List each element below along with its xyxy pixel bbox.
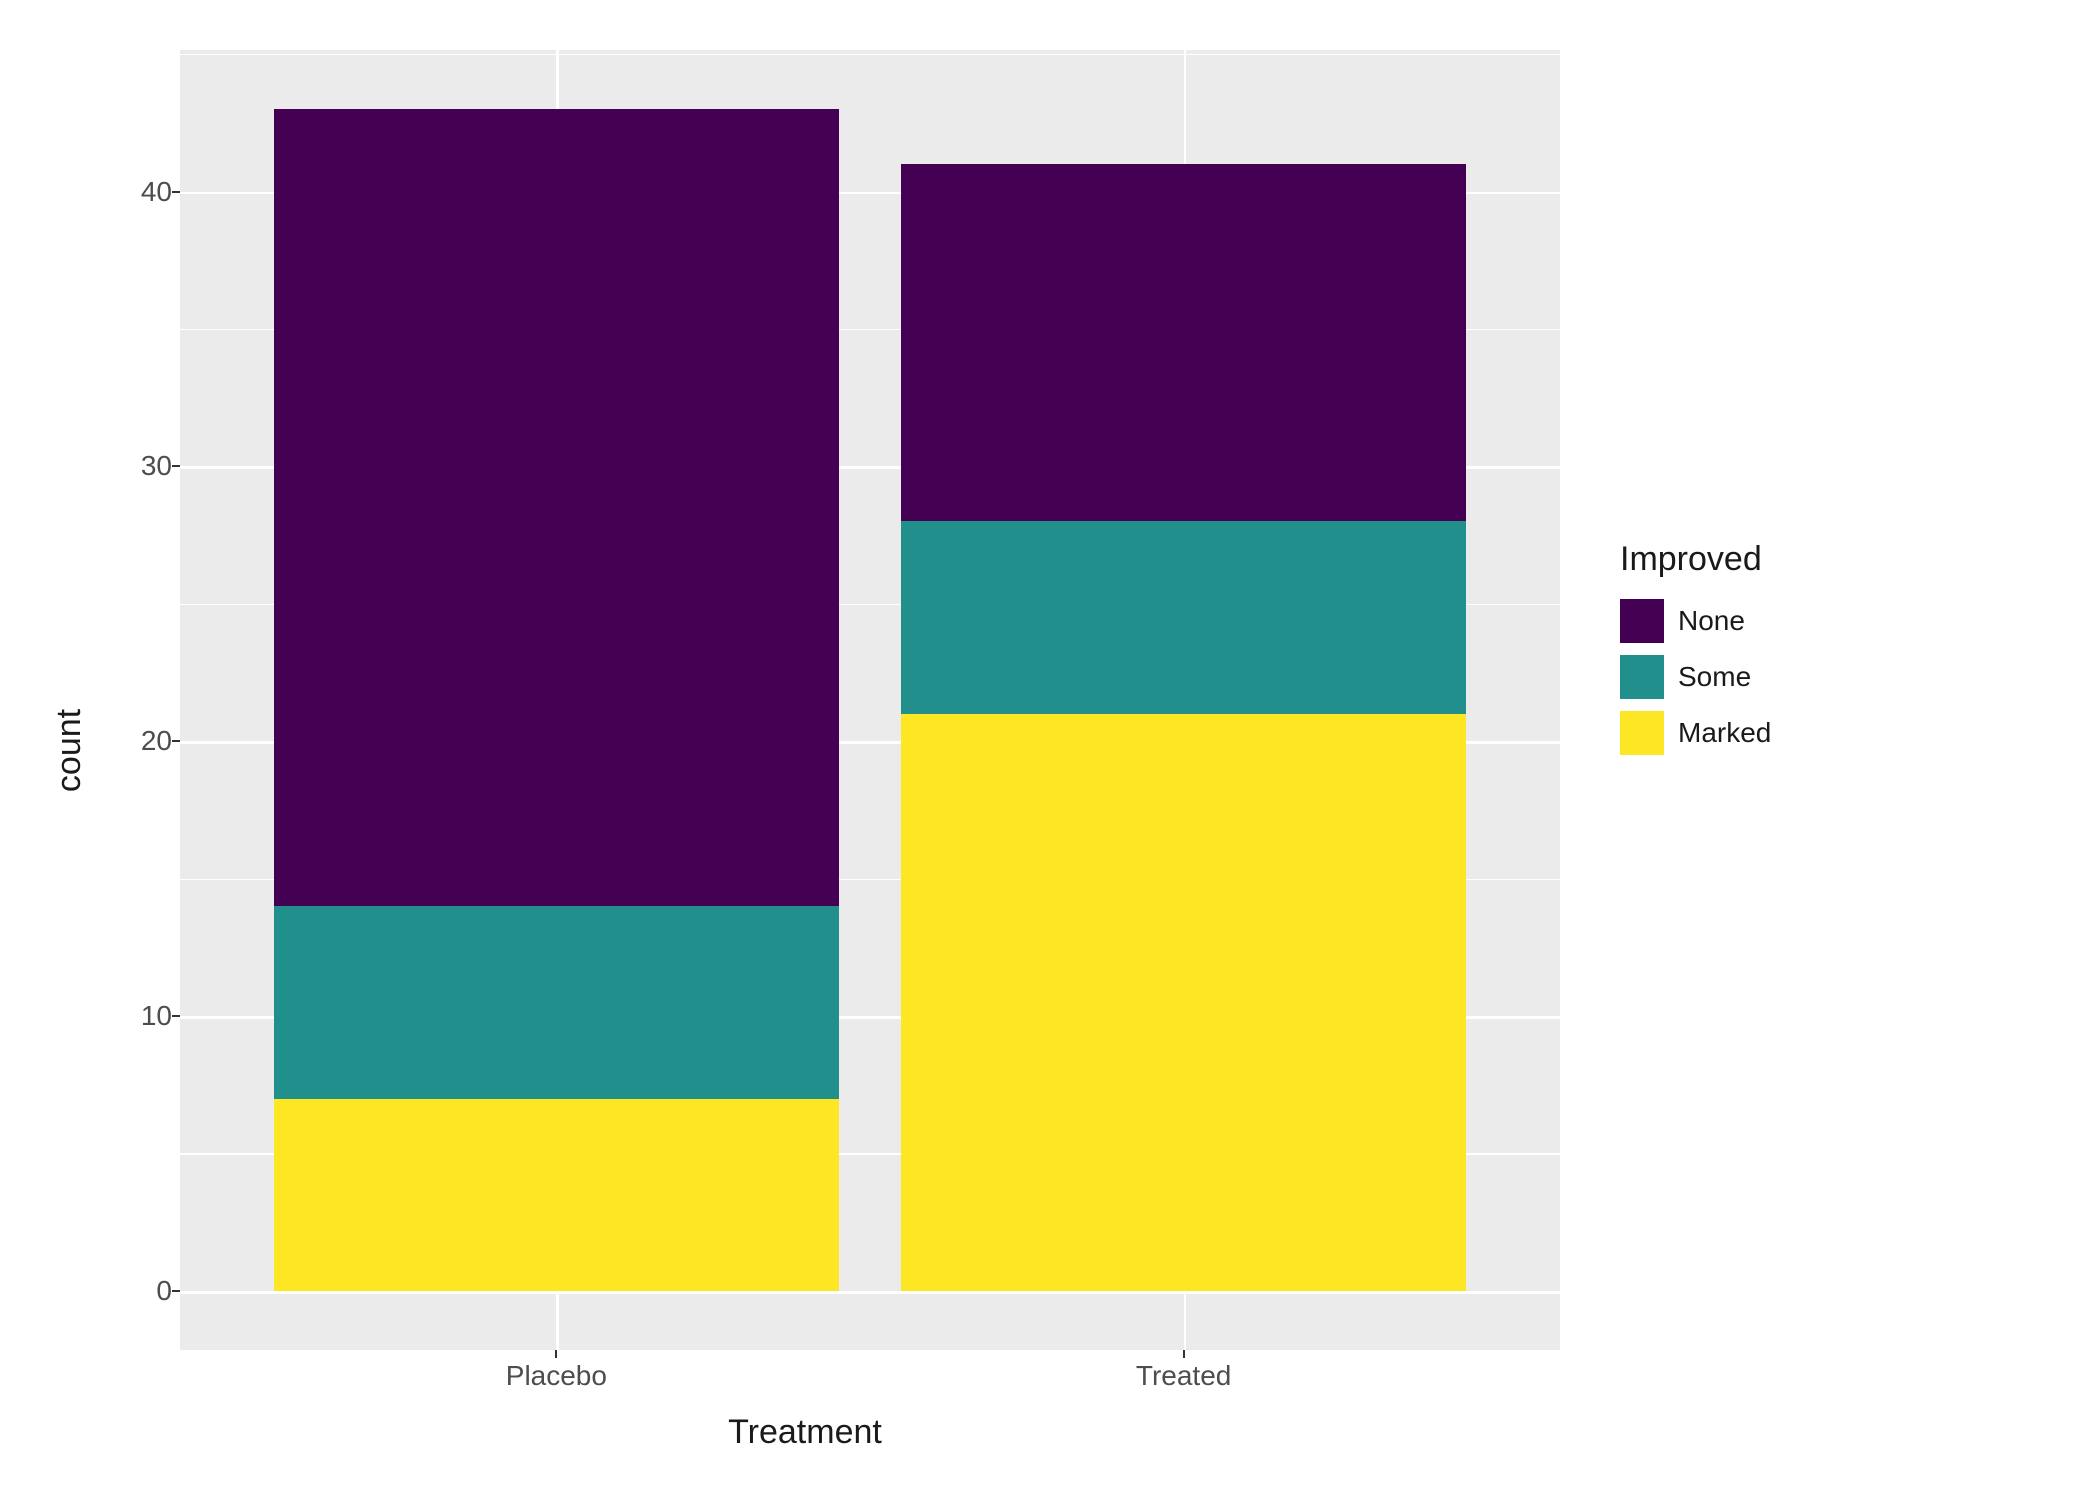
y-tick-mark <box>172 1290 180 1292</box>
bar-segment <box>274 109 839 906</box>
legend-item: Some <box>1620 653 2020 701</box>
y-tick-mark <box>172 1015 180 1017</box>
y-tick-label: 0 <box>112 1275 180 1307</box>
y-tick-label: 40 <box>112 176 180 208</box>
y-axis-title: count <box>40 40 100 1460</box>
legend-item: None <box>1620 597 2020 645</box>
legend-item: Marked <box>1620 709 2020 757</box>
legend-title: Improved <box>1620 540 2020 579</box>
x-tick-label: Placebo <box>506 1350 607 1392</box>
y-tick-mark <box>172 740 180 742</box>
y-tick-label: 30 <box>112 450 180 482</box>
plot-panel: 010203040PlaceboTreated <box>180 50 1560 1350</box>
y-tick-mark <box>172 465 180 467</box>
chart-area: count Treatment 010203040PlaceboTreated <box>40 40 1570 1460</box>
legend-swatch <box>1620 711 1664 755</box>
x-axis-title-text: Treatment <box>728 1413 882 1452</box>
gridline-minor <box>180 54 1560 55</box>
bar-segment <box>274 906 839 1098</box>
bar-segment <box>901 521 1466 713</box>
legend: Improved None Some Marked <box>1620 540 2020 765</box>
legend-items: None Some Marked <box>1620 597 2020 757</box>
gridline-major <box>180 1291 1560 1294</box>
x-tick-label: Treated <box>1136 1350 1231 1392</box>
legend-label: None <box>1678 605 1745 637</box>
chart-page: count Treatment 010203040PlaceboTreated … <box>0 0 2100 1500</box>
bar-segment <box>901 714 1466 1291</box>
y-tick-label: 10 <box>112 1000 180 1032</box>
legend-swatch <box>1620 599 1664 643</box>
legend-label: Some <box>1678 661 1751 693</box>
legend-swatch <box>1620 655 1664 699</box>
y-tick-mark <box>172 191 180 193</box>
y-tick-label: 20 <box>112 725 180 757</box>
y-axis-title-text: count <box>51 708 90 791</box>
bar-segment <box>901 164 1466 521</box>
x-axis-title: Treatment <box>40 1405 1570 1460</box>
bar-segment <box>274 1099 839 1291</box>
legend-label: Marked <box>1678 717 1771 749</box>
